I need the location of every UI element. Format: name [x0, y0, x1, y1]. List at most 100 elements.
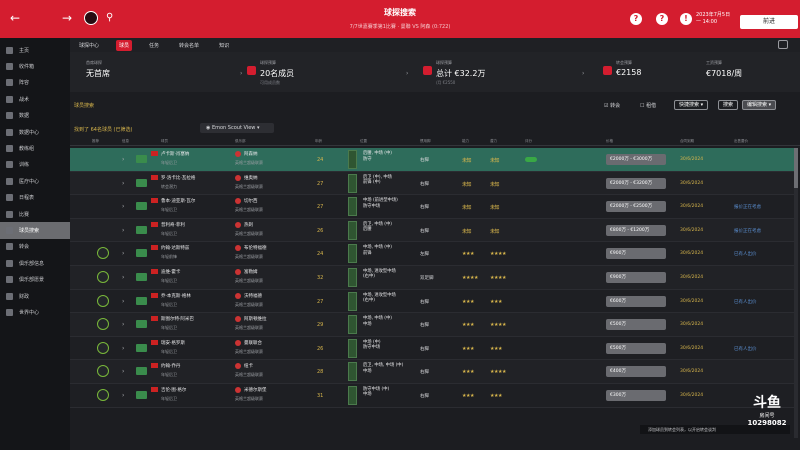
chevron-right-icon[interactable]: › — [122, 321, 125, 329]
table-row[interactable]: › 约翰·乔丹 年轻后卫 纽卡 英格兰超级联赛 28 后卫, 中场, 中场 (中) 中场 右脚… — [70, 360, 794, 384]
chevron-right-icon[interactable]: › — [122, 226, 125, 234]
column-header[interactable]: 球员 — [161, 139, 168, 143]
player-club[interactable]: 布伦特福德 — [244, 246, 267, 252]
transfer-value[interactable]: €900万 — [606, 248, 666, 260]
transfer-budget-info[interactable]: 转会预算 €2158 — [603, 60, 641, 77]
sidebar-item[interactable]: 比赛 — [0, 206, 70, 222]
transfer-value[interactable]: €300万 — [606, 389, 666, 401]
tab[interactable]: 转会名单 — [179, 42, 200, 49]
chevron-right-icon[interactable]: › — [122, 344, 125, 352]
sidebar-item[interactable]: 教练组 — [0, 140, 70, 156]
column-header[interactable]: 价格 — [606, 139, 613, 143]
match-info[interactable]: 7/7世嘉賽季第1比賽 · 曼聯 VS 阿森 (0:722) — [349, 24, 451, 30]
player-club[interactable]: 热刺 — [244, 222, 253, 228]
search-icon[interactable]: ⚲ — [106, 12, 114, 23]
column-header[interactable]: 潜力 — [490, 139, 497, 143]
transfer-checkbox[interactable]: ☑ 转会 — [604, 103, 621, 109]
player-club[interactable]: 维奥纳 — [244, 175, 258, 181]
chevron-right-icon[interactable]: › — [122, 179, 125, 187]
sidebar-item[interactable]: 主页 — [0, 42, 70, 58]
edit-search-button[interactable]: 编辑搜索 ▾ — [742, 100, 777, 110]
transfer-value[interactable]: €2000万 - €3200万 — [606, 177, 666, 189]
continue-button[interactable]: 前进 — [740, 15, 798, 29]
column-header[interactable]: 俱乐部 — [235, 139, 246, 143]
transfer-value[interactable]: €500万 — [606, 319, 666, 331]
tab[interactable]: 球员 — [116, 39, 133, 51]
sidebar-item[interactable]: 俱乐部愿景 — [0, 271, 70, 287]
sidebar-item[interactable]: 阵容 — [0, 75, 70, 91]
sidebar-item[interactable]: 数据中心 — [0, 124, 70, 140]
player-name[interactable]: 卢卡斯·肖塞纳 — [161, 152, 190, 157]
chevron-right-icon[interactable]: › — [122, 203, 125, 211]
table-row[interactable]: › 约翰·达斯特兹 年轻前锋 布伦特福德 英格兰超级联赛 24 中场, 中场 (中) 前锋左… — [70, 242, 794, 266]
quick-search-dropdown[interactable]: 快捷搜索 ▾ — [674, 100, 709, 110]
back-icon[interactable]: ← — [10, 11, 21, 25]
sidebar-item[interactable]: 战术 — [0, 91, 70, 107]
player-name[interactable]: 约翰·乔丹 — [161, 364, 181, 370]
column-header[interactable]: 年龄 — [315, 139, 322, 143]
column-header[interactable]: 评分 — [525, 139, 532, 143]
sidebar-item[interactable]: 转会 — [0, 239, 70, 255]
scout-members-info[interactable]: 球探预算 20名成员 可用成员数 — [247, 60, 294, 86]
table-row[interactable]: › 鲁本·迪亚斯·瓦尔 年轻后卫 切尔西 英格兰超级联赛 27 中场 (前进型中场) 防守中… — [70, 195, 794, 219]
player-name[interactable]: 普利奇·菲利 — [161, 222, 185, 228]
chevron-right-icon[interactable]: › — [122, 297, 125, 305]
table-row[interactable]: › 普利奇·菲利 年轻后卫 热刺 英格兰超级联赛 26 后卫, 中场 (中) 后腰 右脚 未知 未… — [70, 218, 794, 243]
info-icon[interactable]: ? — [656, 13, 668, 25]
chevron-right-icon[interactable]: › — [122, 273, 125, 281]
sidebar-item[interactable]: 数据 — [0, 108, 70, 124]
view-selector[interactable]: ◉ Emon Scout View ▾ — [200, 123, 274, 133]
table-row[interactable]: › 瑞安·格罗斯 年轻后卫 曼联联合 英格兰超级联赛 26 中场 (中) 防守中场 右脚 ★★★… — [70, 336, 794, 361]
player-club[interactable]: 切尔西 — [244, 199, 258, 205]
social-icon[interactable]: ! — [680, 13, 692, 25]
sidebar-item[interactable]: 训练 — [0, 157, 70, 173]
wage-budget-info[interactable]: 工资预算 €7018/周 — [706, 60, 743, 78]
player-club[interactable]: 米德尔斯堡 — [244, 387, 267, 393]
sidebar-item[interactable]: 日程表 — [0, 190, 70, 206]
player-club[interactable]: 阿斯顿维拉 — [244, 317, 267, 323]
transfer-value[interactable]: €2000万 - €3000万 — [606, 154, 666, 165]
chevron-right-icon[interactable]: › — [122, 391, 125, 399]
table-row[interactable]: › 卢卡斯·肖塞纳 年轻后卫 阿森纳 英格兰超级联赛 24 后腰, 中场 (中) 防守 右脚 未… — [70, 148, 794, 172]
player-club[interactable]: 沃特福德 — [244, 293, 262, 299]
player-name[interactable]: 鲁本·迪亚斯·瓦尔 — [161, 199, 196, 205]
sidebar-item[interactable]: 医疗中心 — [0, 173, 70, 189]
sidebar-item[interactable]: 世界中心 — [0, 304, 70, 320]
player-club[interactable]: 富勒姆 — [244, 269, 258, 275]
column-header[interactable]: 能力 — [462, 139, 469, 143]
sale-status[interactable]: 已有人出价 — [734, 252, 757, 258]
table-row[interactable]: › 罗·洛卡比·瓦拉格 转会潜力 维奥纳 英格兰超级联赛 27 后卫 (中), 中场 前锋 … — [70, 171, 794, 196]
chevron-right-icon[interactable]: › — [122, 250, 125, 258]
column-header[interactable]: 惯用脚 — [420, 139, 431, 143]
column-header[interactable]: 出售要价 — [734, 139, 748, 143]
scrollbar-thumb[interactable] — [794, 148, 798, 188]
column-header[interactable]: 位置 — [360, 139, 367, 143]
sale-status[interactable]: 已有人出价 — [734, 346, 757, 352]
chief-scout-info[interactable]: 首席球探 无首席 — [86, 60, 110, 78]
player-name[interactable]: 斯图尔特·阿米巴 — [161, 317, 194, 323]
chevron-right-icon[interactable]: › — [122, 156, 125, 163]
sale-status[interactable]: 报价正在考虑 — [734, 228, 761, 234]
column-header[interactable]: 信息 — [122, 139, 129, 143]
scout-budget-info[interactable]: 球探预算 总计 €32.2万 /月 €2550 — [423, 60, 485, 86]
sidebar-item[interactable]: 收件箱 — [0, 58, 70, 74]
table-row[interactable]: › 迪维·霍卡 年轻后卫 富勒姆 英格兰超级联赛 32 中场, 进攻型中场 (右中) 双足脚 ★… — [70, 265, 794, 290]
sidebar-item[interactable]: 财政 — [0, 288, 70, 304]
transfer-value[interactable]: €500万 — [606, 342, 666, 354]
transfer-value[interactable]: €900万 — [606, 271, 666, 283]
sale-status[interactable]: 报价正在考虑 — [734, 205, 761, 211]
column-header[interactable]: 推荐 — [92, 139, 99, 143]
sidebar-item[interactable]: 俱乐部信息 — [0, 255, 70, 271]
loan-checkbox[interactable]: ☐ 租借 — [640, 103, 657, 109]
transfer-value[interactable]: €600万 — [606, 295, 666, 307]
sale-status[interactable]: 已有人出价 — [734, 299, 757, 305]
player-name[interactable]: 罗·洛卡比·瓦拉格 — [161, 175, 196, 181]
search-button[interactable]: 搜索 — [718, 100, 739, 110]
table-scrollbar[interactable] — [794, 148, 798, 438]
table-row[interactable]: › 斯图尔特·阿米巴 年轻后卫 阿斯顿维拉 英格兰超级联赛 29 中场, 中场 (中) 中场… — [70, 313, 794, 337]
player-name[interactable]: 吉伦·图·格尔 — [161, 387, 187, 393]
tab[interactable]: 知识 — [219, 42, 230, 49]
transfer-value[interactable]: €400万 — [606, 366, 666, 378]
player-name[interactable]: 瑞安·格罗斯 — [161, 340, 185, 346]
player-club[interactable]: 纽卡 — [244, 364, 253, 370]
